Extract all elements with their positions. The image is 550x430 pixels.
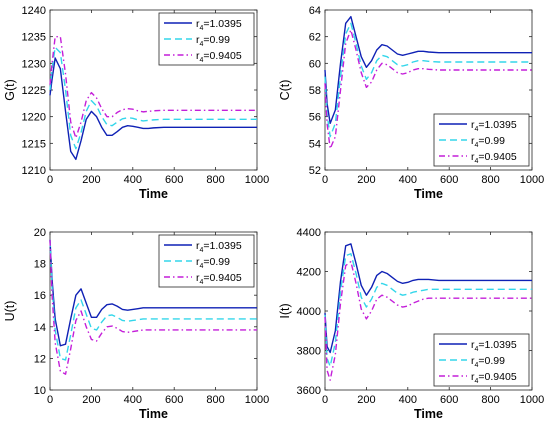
chart-panel-2: 0 200 400 600 800 1000 10 12 14 16 18 20 Time U(t) r4=… [3,227,269,421]
x-tick-label: 200 [82,174,100,186]
y-tick-label: 16 [34,290,46,302]
y-tick-label: 1225 [22,85,46,97]
y-tick-label: 3800 [297,346,321,358]
legend-label-0: r4=1.0395 [471,339,517,353]
x-tick-label: 0 [47,174,53,186]
x-axis-label: Time [414,187,443,201]
y-tick-label: 10 [34,385,46,397]
legend-label-2: r4=0.9405 [196,50,242,64]
x-tick-label: 400 [399,394,417,406]
legend: r4=1.0395 r4=0.99 r4=0.9405 [158,12,255,66]
x-tick-label: 400 [124,394,142,406]
y-tick-label: 60 [309,58,321,70]
series-line-0 [49,57,257,161]
chart-panel-1: 0 200 400 600 800 1000 52 54 56 58 60 62 64 Time C(t) r… [278,5,544,201]
y-tick-label: 56 [309,112,321,124]
x-tick-label: 0 [322,174,328,186]
x-tick-label: 800 [206,174,224,186]
x-tick-label: 1000 [520,174,544,186]
legend-label-0: r4=1.0395 [196,240,242,254]
y-tick-label: 1210 [22,165,46,177]
legend: r4=1.0395 r4=0.99 r4=0.9405 [433,333,530,387]
series-line-0 [324,15,532,125]
x-tick-label: 200 [82,394,100,406]
y-tick-label: 62 [309,32,321,44]
x-tick-label: 200 [357,394,375,406]
y-tick-label: 1230 [22,58,46,70]
x-tick-label: 800 [206,394,224,406]
y-tick-label: 1240 [22,5,46,17]
x-axis-label: Time [139,407,168,421]
legend: r4=1.0395 r4=0.99 r4=0.9405 [158,234,255,288]
series-line-1 [49,46,257,150]
series-line-0 [324,243,532,354]
y-tick-label: 12 [34,353,46,365]
y-tick-label: 64 [309,5,321,17]
y-tick-label: 58 [309,85,321,97]
legend-label-1: r4=0.99 [471,135,505,149]
legend: r4=1.0395 r4=0.99 r4=0.9405 [433,113,530,167]
y-tick-label: 4400 [297,227,321,239]
y-axis-label: C(t) [278,80,292,101]
y-tick-label: 4200 [297,267,321,279]
legend-box [433,113,530,167]
x-tick-label: 600 [165,174,183,186]
y-tick-label: 20 [34,227,46,239]
x-tick-label: 1000 [520,394,544,406]
legend-label-0: r4=1.0395 [196,18,242,32]
x-tick-label: 800 [481,174,499,186]
y-tick-label: 1235 [22,32,46,44]
series-line-2 [49,239,257,375]
y-tick-label: 54 [309,138,321,150]
x-tick-label: 600 [165,394,183,406]
legend-label-1: r4=0.99 [196,34,230,48]
x-tick-label: 1000 [245,174,269,186]
y-axis-label: G(t) [3,79,17,101]
legend-label-2: r4=0.9405 [471,151,517,165]
series-line-1 [324,253,532,367]
chart-panel-0: 0 200 400 600 800 1000 1210 1215 1220 1225 1230 123… [3,5,269,201]
y-tick-label: 52 [309,165,321,177]
x-tick-label: 600 [440,394,458,406]
x-tick-label: 0 [322,394,328,406]
x-tick-label: 1000 [245,394,269,406]
x-tick-label: 400 [399,174,417,186]
legend-label-2: r4=0.9405 [196,272,242,286]
legend-label-1: r4=0.99 [471,355,505,369]
y-tick-label: 14 [34,322,46,334]
y-tick-label: 1220 [22,112,46,124]
x-axis-label: Time [139,187,168,201]
series-line-1 [324,22,532,138]
x-tick-label: 800 [481,394,499,406]
legend-box [158,234,255,288]
x-tick-label: 200 [357,174,375,186]
x-tick-label: 400 [124,174,142,186]
x-axis-label: Time [414,407,443,421]
legend-label-0: r4=1.0395 [471,119,517,133]
series-line-2 [49,35,257,139]
legend-box [433,333,530,387]
y-axis-label: I(t) [278,303,292,318]
x-tick-label: 600 [440,174,458,186]
series-line-2 [324,29,532,150]
y-tick-label: 18 [34,259,46,271]
y-tick-label: 4000 [297,306,321,318]
chart-panel-3: 0 200 400 600 800 1000 3600 3800 4000 4200 4400 Tim… [278,227,544,421]
legend-label-2: r4=0.9405 [471,371,517,385]
legend-label-1: r4=0.99 [196,256,230,270]
y-tick-label: 3600 [297,385,321,397]
x-tick-label: 0 [47,394,53,406]
series-line-1 [49,239,257,361]
legend-box [158,12,255,66]
series-line-0 [49,239,257,347]
y-tick-label: 1215 [22,138,46,150]
series-line-2 [324,260,532,381]
y-axis-label: U(t) [3,301,17,322]
